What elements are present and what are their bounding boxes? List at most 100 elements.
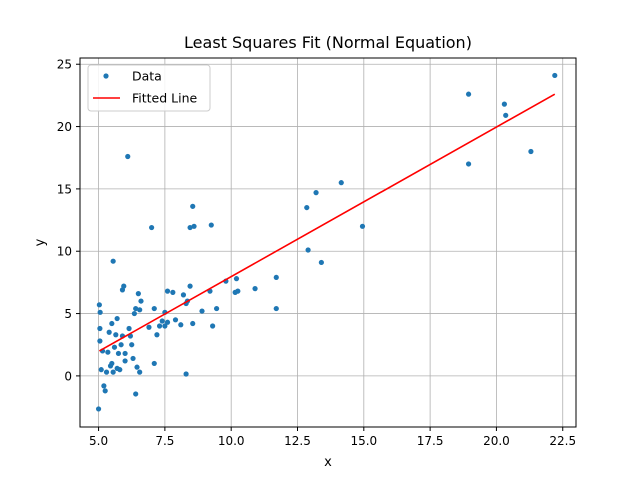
data-point bbox=[133, 391, 139, 397]
data-point bbox=[252, 286, 258, 292]
y-axis-label: y bbox=[33, 238, 48, 246]
data-point bbox=[125, 153, 131, 160]
data-point bbox=[233, 276, 240, 282]
data-point bbox=[131, 310, 137, 317]
data-point bbox=[146, 324, 152, 330]
data-point bbox=[151, 360, 157, 367]
x-tick-label: 5.0 bbox=[89, 434, 108, 448]
data-point bbox=[178, 322, 184, 328]
data-point bbox=[465, 161, 472, 167]
data-point bbox=[117, 367, 123, 373]
x-tick-label: 10.0 bbox=[218, 434, 245, 448]
data-point bbox=[190, 320, 196, 327]
data-point bbox=[109, 320, 115, 327]
data-point bbox=[273, 274, 279, 281]
x-tick-label: 17.5 bbox=[417, 434, 444, 448]
data-point bbox=[235, 288, 241, 294]
data-point bbox=[133, 305, 139, 312]
data-point bbox=[102, 388, 108, 394]
data-point bbox=[318, 259, 324, 266]
y-tick-label: 15 bbox=[57, 182, 72, 196]
y-tick-label: 5 bbox=[64, 307, 72, 321]
x-axis-label: x bbox=[324, 455, 332, 470]
data-point bbox=[98, 367, 104, 373]
data-point bbox=[122, 350, 128, 357]
legend-label: Data bbox=[132, 69, 162, 84]
data-point bbox=[208, 222, 214, 228]
data-point bbox=[213, 305, 220, 312]
ticks: 5.0 7.5 10.0 12.5 15.0 17.5 20.0 22.5 0 5 10 15 20 25 bbox=[57, 58, 576, 448]
data-point bbox=[465, 91, 472, 97]
data-point bbox=[97, 325, 103, 332]
data-point bbox=[97, 309, 103, 315]
x-tick-label: 15.0 bbox=[350, 434, 377, 448]
data-point bbox=[111, 344, 118, 350]
data-point bbox=[187, 224, 193, 231]
data-point bbox=[122, 358, 128, 364]
legend-box bbox=[87, 64, 211, 112]
y-tick-label: 0 bbox=[64, 369, 72, 383]
data-point bbox=[501, 101, 507, 107]
data-point bbox=[503, 112, 509, 118]
data-point bbox=[96, 302, 102, 308]
data-point bbox=[110, 258, 116, 264]
data-point bbox=[273, 305, 279, 312]
data-point bbox=[114, 315, 120, 322]
data-point bbox=[137, 307, 143, 313]
data-point bbox=[118, 342, 124, 348]
x-tick-label: 20.0 bbox=[483, 434, 510, 448]
data-point bbox=[115, 350, 122, 357]
data-point bbox=[110, 369, 116, 375]
data-point bbox=[95, 406, 102, 412]
y-tick-label: 20 bbox=[57, 120, 72, 134]
data-layer bbox=[95, 72, 558, 412]
data-point bbox=[156, 323, 163, 329]
data-point bbox=[305, 247, 311, 253]
x-tick-label: 22.5 bbox=[549, 434, 576, 448]
data-point bbox=[103, 369, 110, 375]
data-point bbox=[134, 364, 140, 370]
data-point bbox=[164, 288, 171, 294]
data-point bbox=[101, 383, 107, 389]
data-point bbox=[154, 332, 160, 338]
data-point bbox=[113, 332, 119, 338]
data-point bbox=[187, 283, 193, 289]
data-point bbox=[210, 323, 216, 329]
legend-label: Fitted Line bbox=[132, 91, 198, 106]
data-point bbox=[109, 360, 115, 367]
x-tick-label: 7.5 bbox=[155, 434, 174, 448]
data-point bbox=[121, 283, 127, 289]
data-point bbox=[137, 369, 143, 375]
data-point bbox=[138, 298, 144, 304]
data-point bbox=[151, 305, 157, 312]
grid bbox=[80, 58, 576, 427]
data-point bbox=[313, 190, 319, 196]
data-point bbox=[172, 317, 179, 323]
data-point bbox=[97, 338, 103, 344]
data-point bbox=[170, 289, 176, 295]
data-point bbox=[552, 72, 558, 79]
data-point bbox=[199, 308, 205, 314]
data-point bbox=[180, 292, 187, 298]
legend-marker-data bbox=[103, 73, 109, 79]
data-point bbox=[528, 148, 534, 155]
fitted-line bbox=[98, 93, 556, 352]
data-point bbox=[338, 180, 344, 186]
data-point bbox=[304, 204, 310, 211]
chart-title: Least Squares Fit (Normal Equation) bbox=[184, 33, 472, 52]
data-point bbox=[162, 323, 168, 329]
x-tick-label: 12.5 bbox=[284, 434, 311, 448]
y-tick-label: 25 bbox=[57, 58, 72, 72]
data-point bbox=[135, 291, 141, 297]
axes-frame bbox=[79, 57, 577, 428]
data-point bbox=[183, 371, 189, 377]
data-point bbox=[130, 355, 136, 362]
data-point bbox=[106, 329, 112, 335]
data-point bbox=[190, 203, 196, 209]
data-point bbox=[164, 319, 171, 325]
data-point bbox=[191, 223, 197, 229]
data-point bbox=[129, 342, 135, 348]
data-point bbox=[149, 224, 155, 231]
legend: Data Fitted Line bbox=[87, 64, 211, 112]
